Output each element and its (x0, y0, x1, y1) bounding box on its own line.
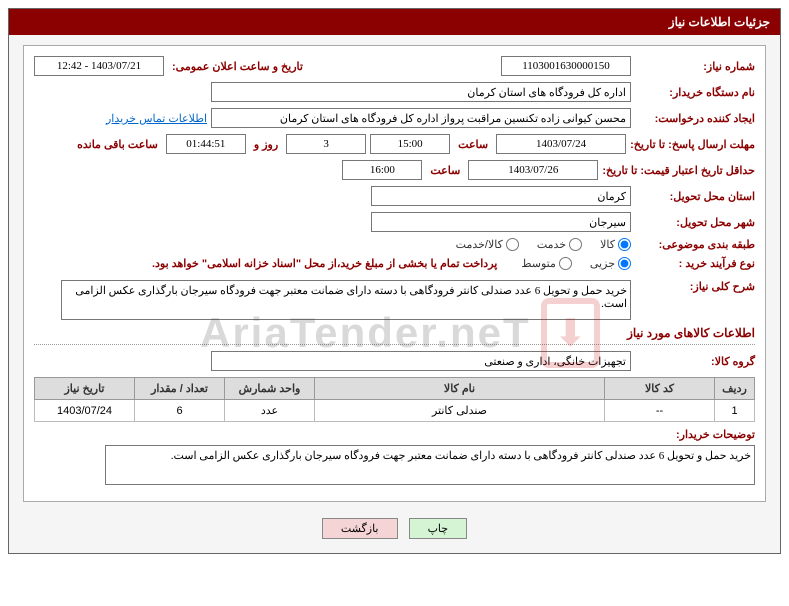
radio-subject-both[interactable]: کالا/خدمت (456, 238, 519, 251)
label-subject-class: طبقه بندی موضوعی: (635, 238, 755, 251)
button-row: چاپ بازگشت (23, 510, 766, 543)
row-reply-deadline: مهلت ارسال پاسخ: تا تاریخ: ساعت روز و سا… (34, 134, 755, 154)
row-purchase-type: نوع فرآیند خرید : جزیی متوسط پرداخت تمام… (34, 257, 755, 270)
td-code: -- (605, 400, 715, 422)
input-province[interactable] (371, 186, 631, 206)
input-public-datetime[interactable] (34, 56, 164, 76)
label-general-desc: شرح کلی نیاز: (635, 280, 755, 293)
items-table: ردیف کد کالا نام کالا واحد شمارش تعداد /… (34, 377, 755, 422)
input-buyer-org[interactable] (211, 82, 631, 102)
td-unit: عدد (225, 400, 315, 422)
radio-subject-goods[interactable]: کالا (600, 238, 631, 251)
print-button[interactable]: چاپ (409, 518, 468, 539)
label-buyer-notes: توضیحات خریدار: (635, 428, 755, 441)
back-button[interactable]: بازگشت (322, 518, 398, 539)
textarea-general-desc[interactable] (61, 280, 631, 320)
th-qty: تعداد / مقدار (135, 378, 225, 400)
panel-body: شماره نیاز: تاریخ و ساعت اعلان عمومی: نا… (9, 35, 780, 553)
label-item-group: گروه کالا: (635, 355, 755, 368)
td-row: 1 (715, 400, 755, 422)
textarea-buyer-notes[interactable] (105, 445, 755, 485)
label-requester: ایجاد کننده درخواست: (635, 112, 755, 125)
radio-group-purchase: جزیی متوسط (521, 257, 631, 270)
td-date: 1403/07/24 (35, 400, 135, 422)
input-reply-date[interactable] (496, 134, 626, 154)
row-general-desc: شرح کلی نیاز: (34, 280, 755, 320)
table-row: 1 -- صندلی کانتر عدد 6 1403/07/24 (35, 400, 755, 422)
row-province: استان محل تحویل: (34, 186, 755, 206)
link-buyer-contact[interactable]: اطلاعات تماس خریدار (106, 112, 207, 125)
input-requester[interactable] (211, 108, 631, 128)
panel-title: جزئیات اطلاعات نیاز (9, 9, 780, 35)
row-buyer-notes: توضیحات خریدار: (34, 428, 755, 485)
label-reply-deadline: مهلت ارسال پاسخ: تا تاریخ: (630, 138, 755, 151)
row-need-no: شماره نیاز: تاریخ و ساعت اعلان عمومی: (34, 56, 755, 76)
th-unit: واحد شمارش (225, 378, 315, 400)
row-item-group: گروه کالا: (34, 351, 755, 371)
row-city: شهر محل تحویل: (34, 212, 755, 232)
input-days-left[interactable] (286, 134, 366, 154)
input-item-group[interactable] (211, 351, 631, 371)
label-days-and: روز و (250, 138, 282, 151)
input-reply-hour[interactable] (370, 134, 450, 154)
td-name: صندلی کانتر (315, 400, 605, 422)
label-price-validity: حداقل تاریخ اعتبار قیمت: تا تاریخ: (602, 164, 755, 177)
row-subject-class: طبقه بندی موضوعی: کالا خدمت کالا/خدمت (34, 238, 755, 251)
label-hour-2: ساعت (426, 164, 464, 177)
radio-group-subject: کالا خدمت کالا/خدمت (456, 238, 631, 251)
radio-purchase-medium[interactable]: متوسط (521, 257, 572, 270)
label-time-left: ساعت باقی مانده (73, 138, 162, 151)
th-date: تاریخ نیاز (35, 378, 135, 400)
input-need-no[interactable] (501, 56, 631, 76)
table-header-row: ردیف کد کالا نام کالا واحد شمارش تعداد /… (35, 378, 755, 400)
td-qty: 6 (135, 400, 225, 422)
form-panel: شماره نیاز: تاریخ و ساعت اعلان عمومی: نا… (23, 45, 766, 502)
input-countdown[interactable] (166, 134, 246, 154)
label-purchase-type: نوع فرآیند خرید : (635, 257, 755, 270)
payment-note: پرداخت تمام یا بخشی از مبلغ خرید،از محل … (152, 257, 497, 270)
th-row: ردیف (715, 378, 755, 400)
row-requester: ایجاد کننده درخواست: اطلاعات تماس خریدار (34, 108, 755, 128)
label-hour-1: ساعت (454, 138, 492, 151)
items-section-title: اطلاعات کالاهای مورد نیاز (34, 326, 755, 345)
th-code: کد کالا (605, 378, 715, 400)
input-city[interactable] (371, 212, 631, 232)
main-panel: جزئیات اطلاعات نیاز شماره نیاز: تاریخ و … (8, 8, 781, 554)
input-price-date[interactable] (468, 160, 598, 180)
radio-purchase-minor[interactable]: جزیی (590, 257, 631, 270)
label-province: استان محل تحویل: (635, 190, 755, 203)
th-name: نام کالا (315, 378, 605, 400)
radio-subject-service[interactable]: خدمت (537, 238, 582, 251)
label-public-datetime: تاریخ و ساعت اعلان عمومی: (168, 60, 307, 73)
label-need-no: شماره نیاز: (635, 60, 755, 73)
label-buyer-org: نام دستگاه خریدار: (635, 86, 755, 99)
label-city: شهر محل تحویل: (635, 216, 755, 229)
row-price-validity: حداقل تاریخ اعتبار قیمت: تا تاریخ: ساعت (34, 160, 755, 180)
input-price-hour[interactable] (342, 160, 422, 180)
row-buyer-org: نام دستگاه خریدار: (34, 82, 755, 102)
